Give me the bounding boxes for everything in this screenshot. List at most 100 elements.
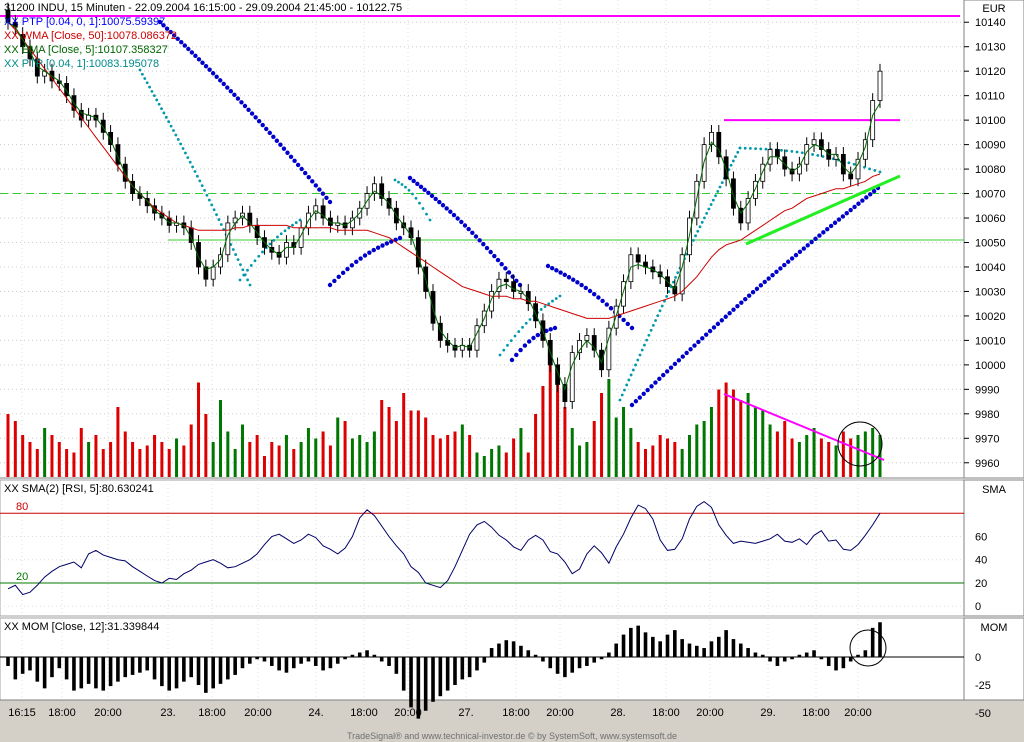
time-tick-label: 28. bbox=[610, 707, 625, 719]
volume-bar bbox=[673, 442, 677, 477]
volume-bar bbox=[504, 452, 508, 477]
sar-dot bbox=[703, 332, 709, 337]
price-tick-label: 10140 bbox=[975, 17, 1006, 29]
sar-dot bbox=[782, 262, 787, 268]
volume-bar bbox=[109, 442, 113, 477]
sar-dot bbox=[636, 358, 640, 362]
volume-bar bbox=[87, 442, 91, 477]
volume-bar bbox=[468, 435, 472, 477]
sar-dot bbox=[801, 246, 807, 251]
volume-trend-line bbox=[723, 393, 885, 461]
sar-dot bbox=[268, 242, 272, 246]
mom-bar bbox=[453, 657, 457, 685]
volume-bar bbox=[409, 410, 413, 477]
volume-bar bbox=[233, 449, 237, 477]
mom-bar bbox=[269, 657, 274, 666]
sar-dot bbox=[138, 68, 142, 72]
mom-bar bbox=[328, 657, 333, 669]
candle-body bbox=[848, 173, 854, 180]
candle-body bbox=[496, 278, 502, 292]
sar-dot bbox=[217, 218, 221, 221]
sar-dot bbox=[625, 383, 629, 387]
price-tick-label: 10000 bbox=[975, 360, 1006, 372]
sar-dot bbox=[793, 252, 799, 258]
sar-dot bbox=[375, 245, 381, 250]
mom-bar bbox=[797, 654, 802, 657]
mom-bar bbox=[233, 657, 237, 675]
sar-dot bbox=[246, 278, 250, 282]
mom-bar bbox=[577, 657, 582, 669]
candle-body bbox=[115, 144, 121, 165]
sar-dot bbox=[868, 167, 872, 171]
volume-bar bbox=[219, 400, 223, 477]
price-tick-label: 10110 bbox=[975, 91, 1005, 103]
candle-body bbox=[503, 278, 509, 283]
volume-bar bbox=[13, 421, 17, 477]
volume-bar bbox=[226, 431, 230, 477]
volume-bar bbox=[475, 452, 479, 477]
sar-dot bbox=[558, 270, 563, 275]
mom-bar bbox=[50, 657, 54, 678]
candle-body bbox=[621, 281, 626, 307]
candle-body bbox=[584, 335, 590, 341]
mom-bar bbox=[826, 657, 831, 666]
sar-dot bbox=[299, 166, 304, 172]
sar-dot bbox=[562, 272, 567, 278]
sar-dot bbox=[477, 238, 482, 243]
sar-dot bbox=[715, 321, 721, 327]
legend-sar-short: XX PTP [0.04, 1]:10083.195078 bbox=[4, 58, 160, 70]
sar-dot bbox=[155, 98, 159, 102]
volume-bar bbox=[116, 407, 120, 477]
mom-bar bbox=[555, 657, 560, 674]
time-tick-label: 18:00 bbox=[652, 707, 680, 719]
candle-body bbox=[855, 158, 861, 180]
volume-bar bbox=[50, 435, 54, 477]
sar-dot bbox=[629, 325, 635, 331]
sar-dot bbox=[840, 214, 846, 219]
volume-bar bbox=[812, 428, 816, 477]
mom-bar bbox=[64, 657, 69, 680]
sar-dot bbox=[625, 321, 630, 327]
sar-dot bbox=[152, 94, 156, 98]
sar-dot bbox=[811, 153, 814, 156]
mom-bar bbox=[152, 657, 157, 680]
mom-bar bbox=[607, 652, 611, 657]
volume-bar bbox=[211, 442, 215, 477]
sar-dot bbox=[473, 234, 479, 239]
mom-bar bbox=[13, 657, 18, 680]
uptrend-line bbox=[745, 174, 901, 246]
sar-dot bbox=[692, 343, 697, 348]
mom-bar bbox=[196, 657, 201, 685]
sar-dot bbox=[785, 259, 791, 264]
sar-dot bbox=[587, 288, 593, 294]
sar-dot bbox=[466, 226, 471, 232]
volume-bar bbox=[526, 452, 530, 477]
sar-dot bbox=[734, 155, 737, 159]
mom-legend: XX MOM [Close, 12]:31.339844 bbox=[4, 621, 160, 633]
mom-bar bbox=[20, 657, 25, 674]
sar-dot bbox=[327, 199, 333, 205]
volume-bar bbox=[262, 456, 266, 477]
sar-dot bbox=[579, 282, 584, 288]
mom-bar bbox=[636, 625, 640, 657]
sar-dot bbox=[274, 138, 280, 143]
sar-dot bbox=[218, 78, 223, 83]
sar-dot bbox=[645, 387, 650, 393]
volume-bar bbox=[402, 393, 406, 477]
volume-bar bbox=[57, 442, 61, 477]
sar-dot bbox=[198, 179, 202, 183]
candle-body bbox=[709, 131, 714, 146]
sar-dot bbox=[249, 111, 255, 116]
volume-bar bbox=[519, 428, 523, 477]
sar-dot bbox=[558, 294, 562, 298]
sar-dot bbox=[583, 285, 588, 291]
candle-body bbox=[606, 327, 612, 371]
candle-body bbox=[862, 139, 868, 160]
volume-bar bbox=[856, 435, 860, 477]
volume-bar bbox=[622, 407, 626, 477]
volume-bar bbox=[827, 442, 831, 477]
mom-bar bbox=[673, 630, 677, 657]
sar-dot bbox=[754, 286, 760, 291]
sar-dot bbox=[267, 130, 272, 136]
sar-dot bbox=[428, 218, 432, 222]
